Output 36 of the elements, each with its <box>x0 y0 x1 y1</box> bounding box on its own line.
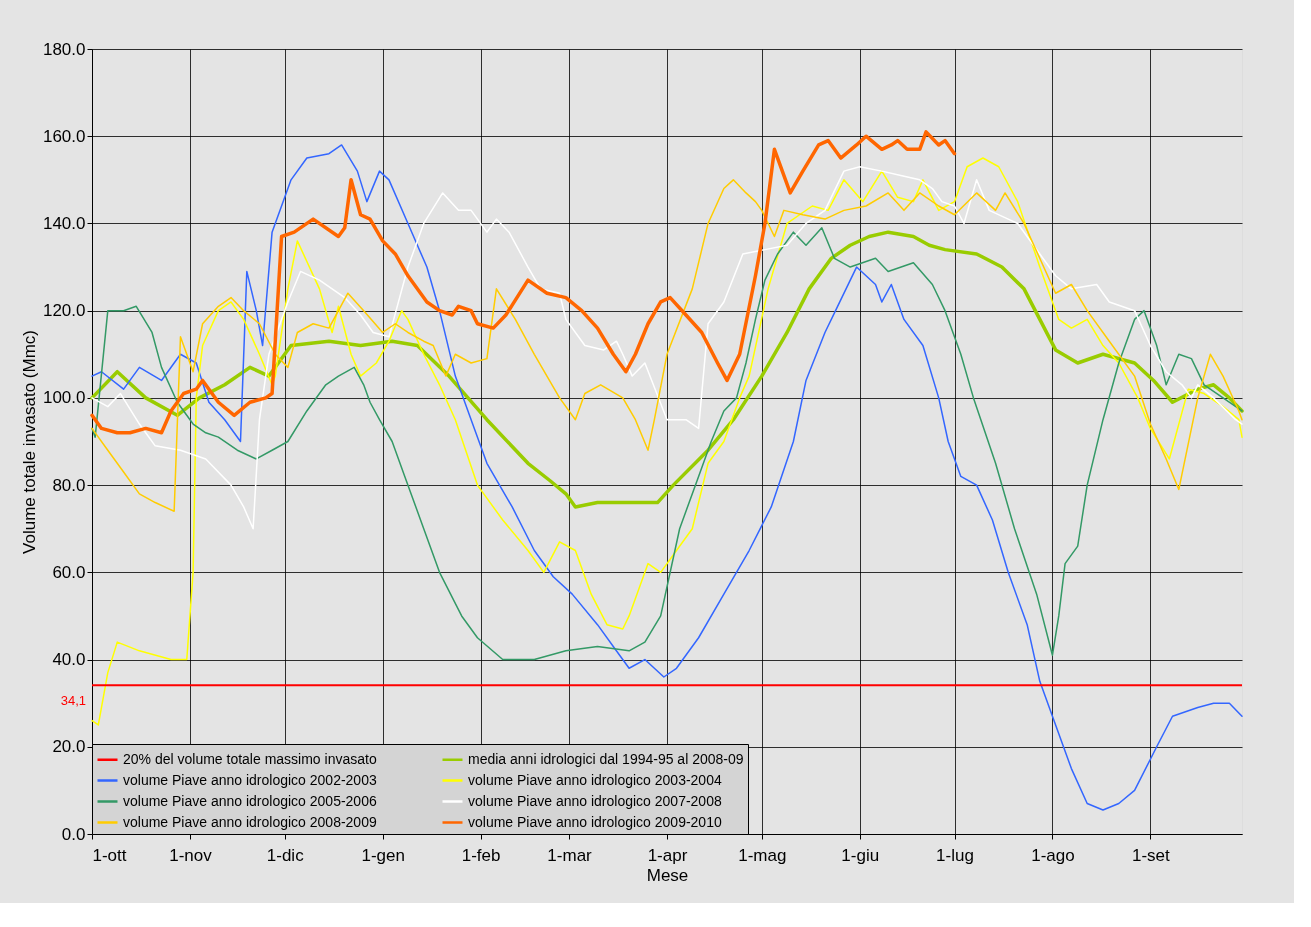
y-tick-label: 60.0 <box>52 562 86 582</box>
legend-label: volume Piave anno idrologico 2002-2003 <box>123 771 377 788</box>
line-series <box>91 227 1243 661</box>
y-tick-label: 100.0 <box>42 388 86 408</box>
y-tick-label: 160.0 <box>42 126 86 146</box>
x-tick-label: 1-set <box>1131 845 1171 865</box>
y-axis-title: Volume totale invasato (Mmc) <box>19 330 39 554</box>
legend-label: 20% del volume totale massimo invasato <box>123 750 377 767</box>
y-tick-label: 0.0 <box>61 824 86 844</box>
y-tick-label: 80.0 <box>52 475 86 495</box>
line-series <box>90 130 957 435</box>
legend-label: volume Piave anno idrologico 2007-2008 <box>468 792 722 809</box>
x-tick-label: 1-giu <box>841 845 880 865</box>
x-tick-label: 1-apr <box>647 845 688 865</box>
legend-label: media anni idrologici dal 1994-95 al 2008-09 <box>468 750 744 767</box>
text: 34,1 <box>60 693 86 709</box>
x-axis-title: Mese <box>646 865 689 885</box>
legend-label: volume Piave anno idrologico 2008-2009 <box>123 813 377 830</box>
y-tick-label: 140.0 <box>42 213 86 233</box>
line-series <box>90 230 1244 509</box>
x-tick-label: 1-ott <box>92 845 127 865</box>
x-tick-label: 1-ago <box>1031 845 1075 865</box>
x-tick-label: 1-mag <box>738 845 787 865</box>
legend-label: volume Piave anno idrologico 2009-2010 <box>468 813 722 830</box>
x-tick-label: 1-lug <box>936 845 974 865</box>
y-tick-label: 40.0 <box>52 650 86 670</box>
x-tick-label: 1-nov <box>169 845 213 865</box>
x-tick-label: 1-feb <box>461 845 501 865</box>
x-tick-label: 1-mar <box>547 845 593 865</box>
y-tick-label: 180.0 <box>42 39 86 59</box>
legend-label: volume Piave anno idrologico 2003-2004 <box>468 771 722 788</box>
y-tick-label: 120.0 <box>42 301 86 321</box>
y-tick-label: 20.0 <box>52 737 86 757</box>
x-tick-label: 1-gen <box>361 845 405 865</box>
legend-label: volume Piave anno idrologico 2005-2006 <box>123 792 377 809</box>
x-tick-label: 1-dic <box>266 845 305 865</box>
